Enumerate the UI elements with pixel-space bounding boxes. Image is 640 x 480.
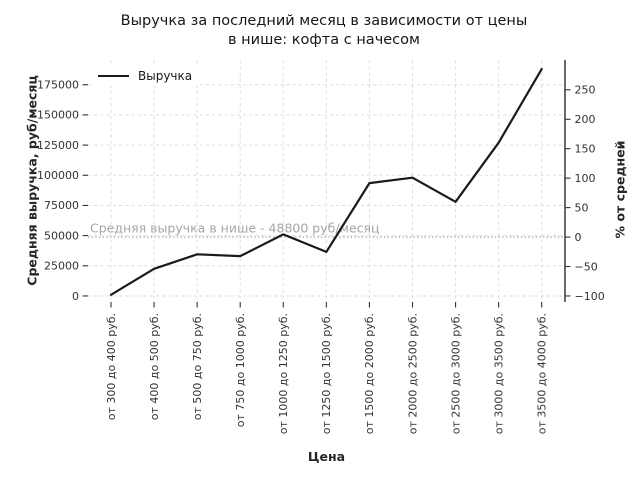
revenue-line-series — [109, 67, 543, 296]
y-axis-left-tick-label: 50000 — [44, 229, 79, 242]
y-axis-left-tick-label: 75000 — [44, 199, 79, 212]
average-annotation: Средняя выручка в нише - 48800 руб/месяц — [90, 221, 380, 236]
x-axis-tick-label: от 3000 до 3500 руб. — [492, 313, 505, 434]
y-axis-right-tick-label: −100 — [575, 290, 605, 303]
y-axis-label-left: Средняя выручка, руб/месяц — [24, 75, 40, 286]
legend-line-sample-icon — [98, 75, 129, 77]
x-axis-tick-label: от 500 до 750 руб. — [191, 313, 204, 420]
x-axis-label: Цена — [307, 449, 346, 464]
y-axis-left-tick-label: 0 — [72, 290, 79, 303]
x-axis-tick-label: от 1500 до 2000 руб. — [363, 313, 376, 434]
chart-title: Выручка за последний месяц в зависимости… — [0, 12, 640, 50]
y-axis-right-tick-label: 100 — [575, 172, 596, 185]
y-axis-right-tick-label: 200 — [575, 113, 596, 126]
legend: Выручка — [94, 66, 201, 86]
x-axis-tick-label: от 3500 до 4000 руб. — [536, 313, 549, 434]
x-axis-tick-label: от 1250 до 1500 руб. — [320, 313, 333, 434]
x-axis-tick-label: от 300 до 400 руб. — [105, 313, 118, 420]
x-axis-tick-label: от 750 до 1000 руб. — [234, 313, 247, 427]
x-axis-tick-label: от 2500 до 3000 руб. — [449, 313, 462, 434]
y-axis-left-tick-label: 25000 — [44, 260, 79, 273]
y-axis-left-tick-label: 125000 — [37, 139, 79, 152]
y-axis-left-tick-label: 175000 — [37, 79, 79, 92]
y-axis-right-tick-label: 250 — [575, 84, 596, 97]
y-axis-right-tick-label: −50 — [575, 260, 598, 273]
legend-entry-label: Выручка — [138, 69, 193, 83]
x-axis-tick-label: от 1000 до 1250 руб. — [277, 313, 290, 434]
y-axis-right-tick-label: 150 — [575, 143, 596, 156]
y-axis-left-tick-label: 100000 — [37, 169, 79, 182]
y-axis-label-right: % от средней — [612, 140, 628, 239]
y-axis-right-tick-label: 0 — [575, 231, 582, 244]
y-axis-right-tick-label: 50 — [575, 201, 589, 214]
chart-title-line1: Выручка за последний месяц в зависимости… — [120, 13, 528, 29]
chart-title-line2: в нише: кофта с начесом — [228, 32, 420, 48]
x-axis-tick-label: от 400 до 500 руб. — [148, 313, 161, 420]
y-axis-left-tick-label: 150000 — [37, 109, 79, 122]
x-axis-tick-label: от 2000 до 2500 руб. — [406, 313, 419, 434]
